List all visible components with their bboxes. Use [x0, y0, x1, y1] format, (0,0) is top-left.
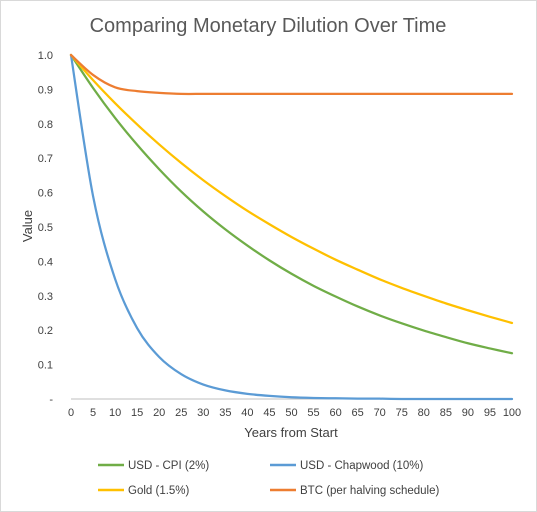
y-tick-label: 0.7 — [38, 153, 53, 165]
y-tick-label: 0.9 — [38, 84, 53, 96]
series-line-btc-per-halving-schedule — [69, 53, 514, 96]
x-tick-label: 5 — [90, 407, 96, 419]
x-tick-label: 85 — [440, 407, 452, 419]
x-tick-label: 40 — [241, 407, 253, 419]
legend-item-usd-chapwood-10: USD - Chapwood (10%) — [270, 460, 424, 472]
series-line-gold-1-5 — [69, 53, 514, 325]
chart-title: Comparing Monetary Dilution Over Time — [90, 15, 447, 37]
y-axis-label: Value — [20, 210, 35, 242]
y-tick-label: 0.3 — [38, 291, 53, 303]
x-tick-label: 65 — [352, 407, 364, 419]
legend-item-btc-per-halving-schedule: BTC (per halving schedule) — [270, 485, 440, 497]
x-tick-label: 10 — [109, 407, 121, 419]
x-tick-label: 30 — [197, 407, 209, 419]
y-tick-label: - — [49, 394, 53, 406]
y-tick-label: 1.0 — [38, 50, 53, 62]
x-tick-label: 90 — [462, 407, 474, 419]
x-axis-label: Years from Start — [244, 425, 338, 440]
y-tick-label: 0.8 — [38, 119, 53, 131]
legend-label: USD - Chapwood (10%) — [300, 460, 424, 472]
x-tick-label: 25 — [175, 407, 187, 419]
legend-label: BTC (per halving schedule) — [300, 485, 440, 497]
x-tick-label: 100 — [503, 407, 521, 419]
series-line-usd-chapwood-10 — [69, 53, 514, 401]
legend-label: Gold (1.5%) — [128, 485, 190, 497]
y-tick-label: 0.6 — [38, 188, 53, 200]
series-lines — [69, 53, 514, 401]
x-tick-label: 35 — [219, 407, 231, 419]
series-line-usd-cpi-2 — [69, 53, 514, 355]
x-tick-label: 75 — [396, 407, 408, 419]
legend-label: USD - CPI (2%) — [128, 460, 209, 472]
x-tick-labels: 0 5 10 15 20 25 30 35 40 45 50 55 60 65 70 75 80 85 90 95 10… — [68, 407, 521, 419]
x-tick-label: 0 — [68, 407, 74, 419]
x-tick-label: 50 — [285, 407, 297, 419]
x-tick-label: 15 — [131, 407, 143, 419]
x-tick-label: 70 — [374, 407, 386, 419]
x-tick-label: 60 — [329, 407, 341, 419]
chart-legend: USD - CPI (2%) USD - Chapwood (10%) Gold (… — [98, 460, 440, 497]
x-tick-label: 95 — [484, 407, 496, 419]
legend-item-gold-1-5: Gold (1.5%) — [98, 485, 190, 497]
y-tick-label: 0.5 — [38, 222, 53, 234]
legend-item-usd-cpi-2: USD - CPI (2%) — [98, 460, 209, 472]
x-tick-label: 20 — [153, 407, 165, 419]
x-tick-label: 80 — [418, 407, 430, 419]
y-tick-label: 0.1 — [38, 360, 53, 372]
y-tick-labels: - 0.1 0.2 0.3 0.4 0.5 0.6 0.7 0.8 0.9 1.0 — [38, 50, 54, 406]
x-tick-label: 55 — [307, 407, 319, 419]
y-tick-label: 0.2 — [38, 325, 53, 337]
y-tick-label: 0.4 — [38, 256, 53, 268]
x-tick-label: 45 — [263, 407, 275, 419]
